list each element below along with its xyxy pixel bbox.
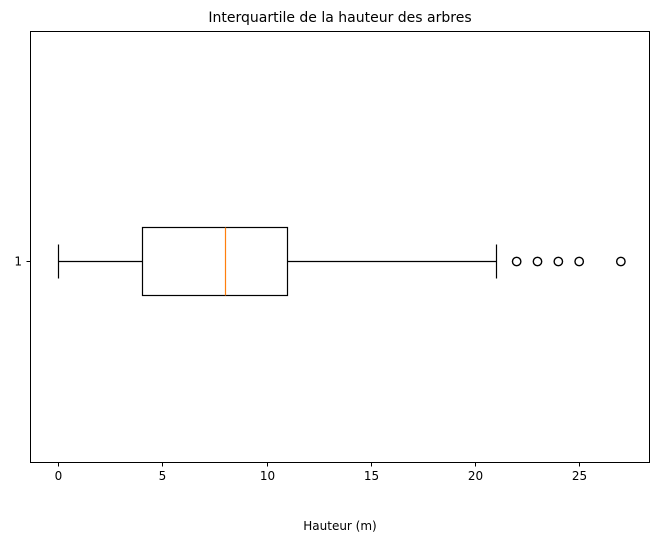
y-axis-ticks: 1 <box>14 255 31 269</box>
x-tick-label: 20 <box>468 469 483 483</box>
iqr-box <box>141 226 289 297</box>
outlier-point <box>511 256 522 267</box>
x-axis-ticks: 0 5 10 15 20 25 <box>55 462 587 483</box>
outlier-point <box>532 256 543 267</box>
y-tick-label: 1 <box>14 255 22 269</box>
x-tick-label: 0 <box>55 469 63 483</box>
plot-frame <box>30 31 650 463</box>
outlier-point <box>615 256 626 267</box>
chart-title: Interquartile de la hauteur des arbres <box>208 10 471 26</box>
x-axis-label: Hauteur (m) <box>303 519 376 533</box>
outlier-point <box>553 256 564 267</box>
x-tick-label: 5 <box>159 469 167 483</box>
box-element <box>57 226 626 297</box>
x-tick-label: 10 <box>260 469 275 483</box>
outlier-point <box>574 256 585 267</box>
x-tick-label: 15 <box>364 469 379 483</box>
x-tick-label: 25 <box>572 469 587 483</box>
